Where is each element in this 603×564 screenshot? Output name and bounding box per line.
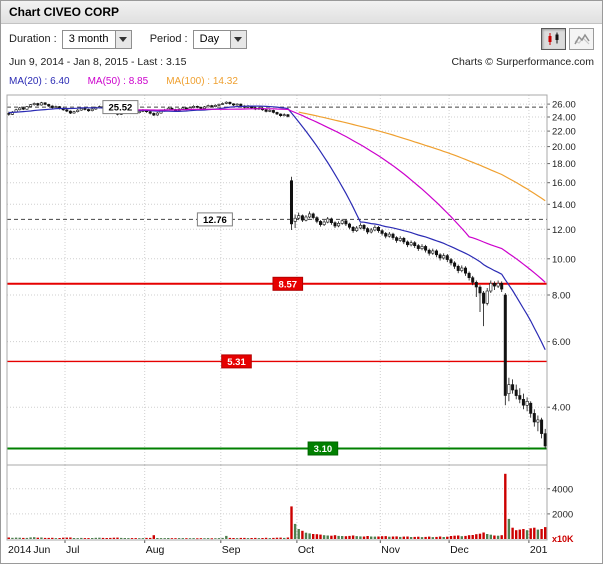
ma-line-50 — [117, 108, 546, 283]
y-axis-label: 6.00 — [552, 337, 571, 348]
y-axis-label: 14.00 — [552, 200, 576, 211]
y-axis-label: 10.00 — [552, 254, 576, 265]
volume-bars — [7, 473, 547, 540]
candles — [7, 101, 547, 449]
toolbar: Duration : 3 month Period : Day — [1, 24, 602, 54]
y-axis-label: 4.00 — [552, 403, 571, 414]
y-axis-label: 20.00 — [552, 142, 576, 153]
line-chart-icon — [573, 33, 590, 45]
chart-area: 26.00 24.00 22.00 20.00 18.00 16.00 14.00 12.00… — [1, 70, 602, 562]
x-axis-label: Dec — [450, 544, 469, 556]
info-bar: Jun 9, 2014 - Jan 8, 2015 - Last : 3.15 … — [1, 54, 602, 70]
month-gridlines — [64, 95, 530, 543]
window-title: Chart CIVEO CORP — [9, 5, 120, 19]
volume-axis-label: 4000 — [552, 484, 573, 495]
price-level-tag-label: 25.52 — [109, 103, 133, 114]
y-axis-label: 22.00 — [552, 127, 576, 138]
y-axis-label: 12.00 — [552, 225, 576, 236]
duration-select-value: 3 month — [68, 32, 109, 45]
x-axis-label: Jun — [33, 544, 50, 556]
y-axis-label: 26.00 — [552, 100, 576, 111]
volume-axis-label: 2000 — [552, 509, 573, 520]
y-axis-label: 8.00 — [552, 291, 571, 302]
price-level-tag — [196, 212, 233, 227]
volume-pane-border — [6, 464, 548, 541]
y-axis-label: 18.00 — [552, 159, 576, 170]
y-axis-label: 16.00 — [552, 178, 576, 189]
title-bar: Chart CIVEO CORP — [1, 1, 602, 24]
chart-credit-text: Charts © Surperformance.com — [451, 56, 594, 68]
price-level-tag-label: 5.31 — [227, 357, 246, 368]
chevron-down-icon[interactable] — [229, 30, 246, 48]
price-level-tag — [272, 276, 304, 291]
duration-label: Duration : — [9, 33, 57, 45]
x-axis-labels: 2014 Jun Jul Aug Sep Oct Nov Dec 2015 — [8, 544, 554, 556]
line-chart-button[interactable] — [569, 28, 594, 50]
candlestick-icon — [548, 32, 558, 45]
price-level-tag — [102, 100, 139, 115]
period-select[interactable]: Day — [192, 29, 247, 49]
chevron-down-icon[interactable] — [114, 30, 131, 48]
x-axis-label: Oct — [298, 544, 314, 556]
price-level-tag — [221, 354, 252, 369]
volume-multiplier-label: x10K — [552, 534, 574, 544]
period-select-value: Day — [199, 32, 220, 45]
x-axis-label: 2015 — [530, 544, 554, 556]
ma-line-20 — [8, 105, 546, 351]
x-axis-label: Jul — [66, 544, 79, 556]
duration-select[interactable]: 3 month — [61, 29, 132, 49]
ma-line-100 — [298, 111, 546, 202]
y-axis-label: 24.00 — [552, 113, 576, 124]
price-level-tag-label: 3.10 — [314, 444, 333, 455]
period-label: Period : — [149, 33, 188, 45]
stock-chart-canvas: 26.00 24.00 22.00 20.00 18.00 16.00 14.00 12.00… — [6, 94, 576, 556]
x-axis-label: 2014 — [8, 544, 32, 556]
price-level-tag — [307, 441, 339, 456]
x-axis-label: Sep — [222, 544, 241, 556]
x-axis-label: Aug — [146, 544, 165, 556]
chart-type-buttons — [541, 28, 594, 50]
price-level-tag-label: 8.57 — [279, 279, 298, 290]
price-level-tag-label: 12.76 — [203, 215, 227, 226]
date-range-text: Jun 9, 2014 - Jan 8, 2015 - Last : 3.15 — [9, 56, 187, 68]
candlestick-chart-button[interactable] — [541, 28, 566, 50]
x-axis-label: Nov — [381, 544, 400, 556]
